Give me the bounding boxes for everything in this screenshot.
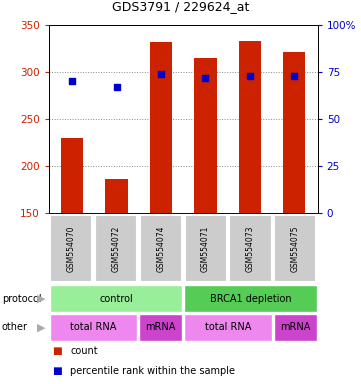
Bar: [105, 179, 128, 213]
Bar: [274, 215, 316, 282]
Bar: [49, 285, 182, 312]
Text: GSM554070: GSM554070: [67, 225, 76, 272]
Bar: [184, 314, 272, 341]
Bar: [61, 138, 83, 213]
Text: GSM554072: GSM554072: [112, 225, 121, 272]
Bar: [239, 41, 261, 213]
Text: GSM554071: GSM554071: [201, 225, 210, 272]
Text: BRCA1 depletion: BRCA1 depletion: [210, 293, 291, 304]
Text: mRNA: mRNA: [280, 322, 310, 333]
Text: GSM554074: GSM554074: [156, 225, 165, 272]
Text: ▶: ▶: [36, 322, 45, 333]
Text: total RNA: total RNA: [70, 322, 117, 333]
Bar: [229, 215, 271, 282]
Text: ■: ■: [52, 346, 62, 356]
Point: [158, 71, 164, 77]
Text: mRNA: mRNA: [145, 322, 176, 333]
Point: [114, 84, 119, 90]
Bar: [50, 215, 92, 282]
Bar: [283, 52, 305, 213]
Bar: [49, 314, 138, 341]
Bar: [140, 215, 182, 282]
Bar: [274, 314, 317, 341]
Text: ▶: ▶: [36, 293, 45, 304]
Text: GDS3791 / 229624_at: GDS3791 / 229624_at: [112, 0, 249, 13]
Text: GSM554073: GSM554073: [246, 225, 255, 272]
Text: total RNA: total RNA: [205, 322, 251, 333]
Bar: [184, 215, 227, 282]
Text: protocol: protocol: [2, 293, 42, 304]
Text: percentile rank within the sample: percentile rank within the sample: [70, 366, 235, 376]
Text: ■: ■: [52, 366, 62, 376]
Bar: [184, 285, 317, 312]
Text: GSM554075: GSM554075: [291, 225, 300, 272]
Bar: [150, 42, 172, 213]
Text: other: other: [2, 322, 28, 333]
Bar: [194, 58, 217, 213]
Point: [291, 73, 297, 79]
Bar: [139, 314, 182, 341]
Point: [203, 74, 208, 81]
Bar: [95, 215, 137, 282]
Point: [247, 73, 253, 79]
Point: [69, 78, 75, 84]
Text: control: control: [99, 293, 133, 304]
Text: count: count: [70, 346, 98, 356]
